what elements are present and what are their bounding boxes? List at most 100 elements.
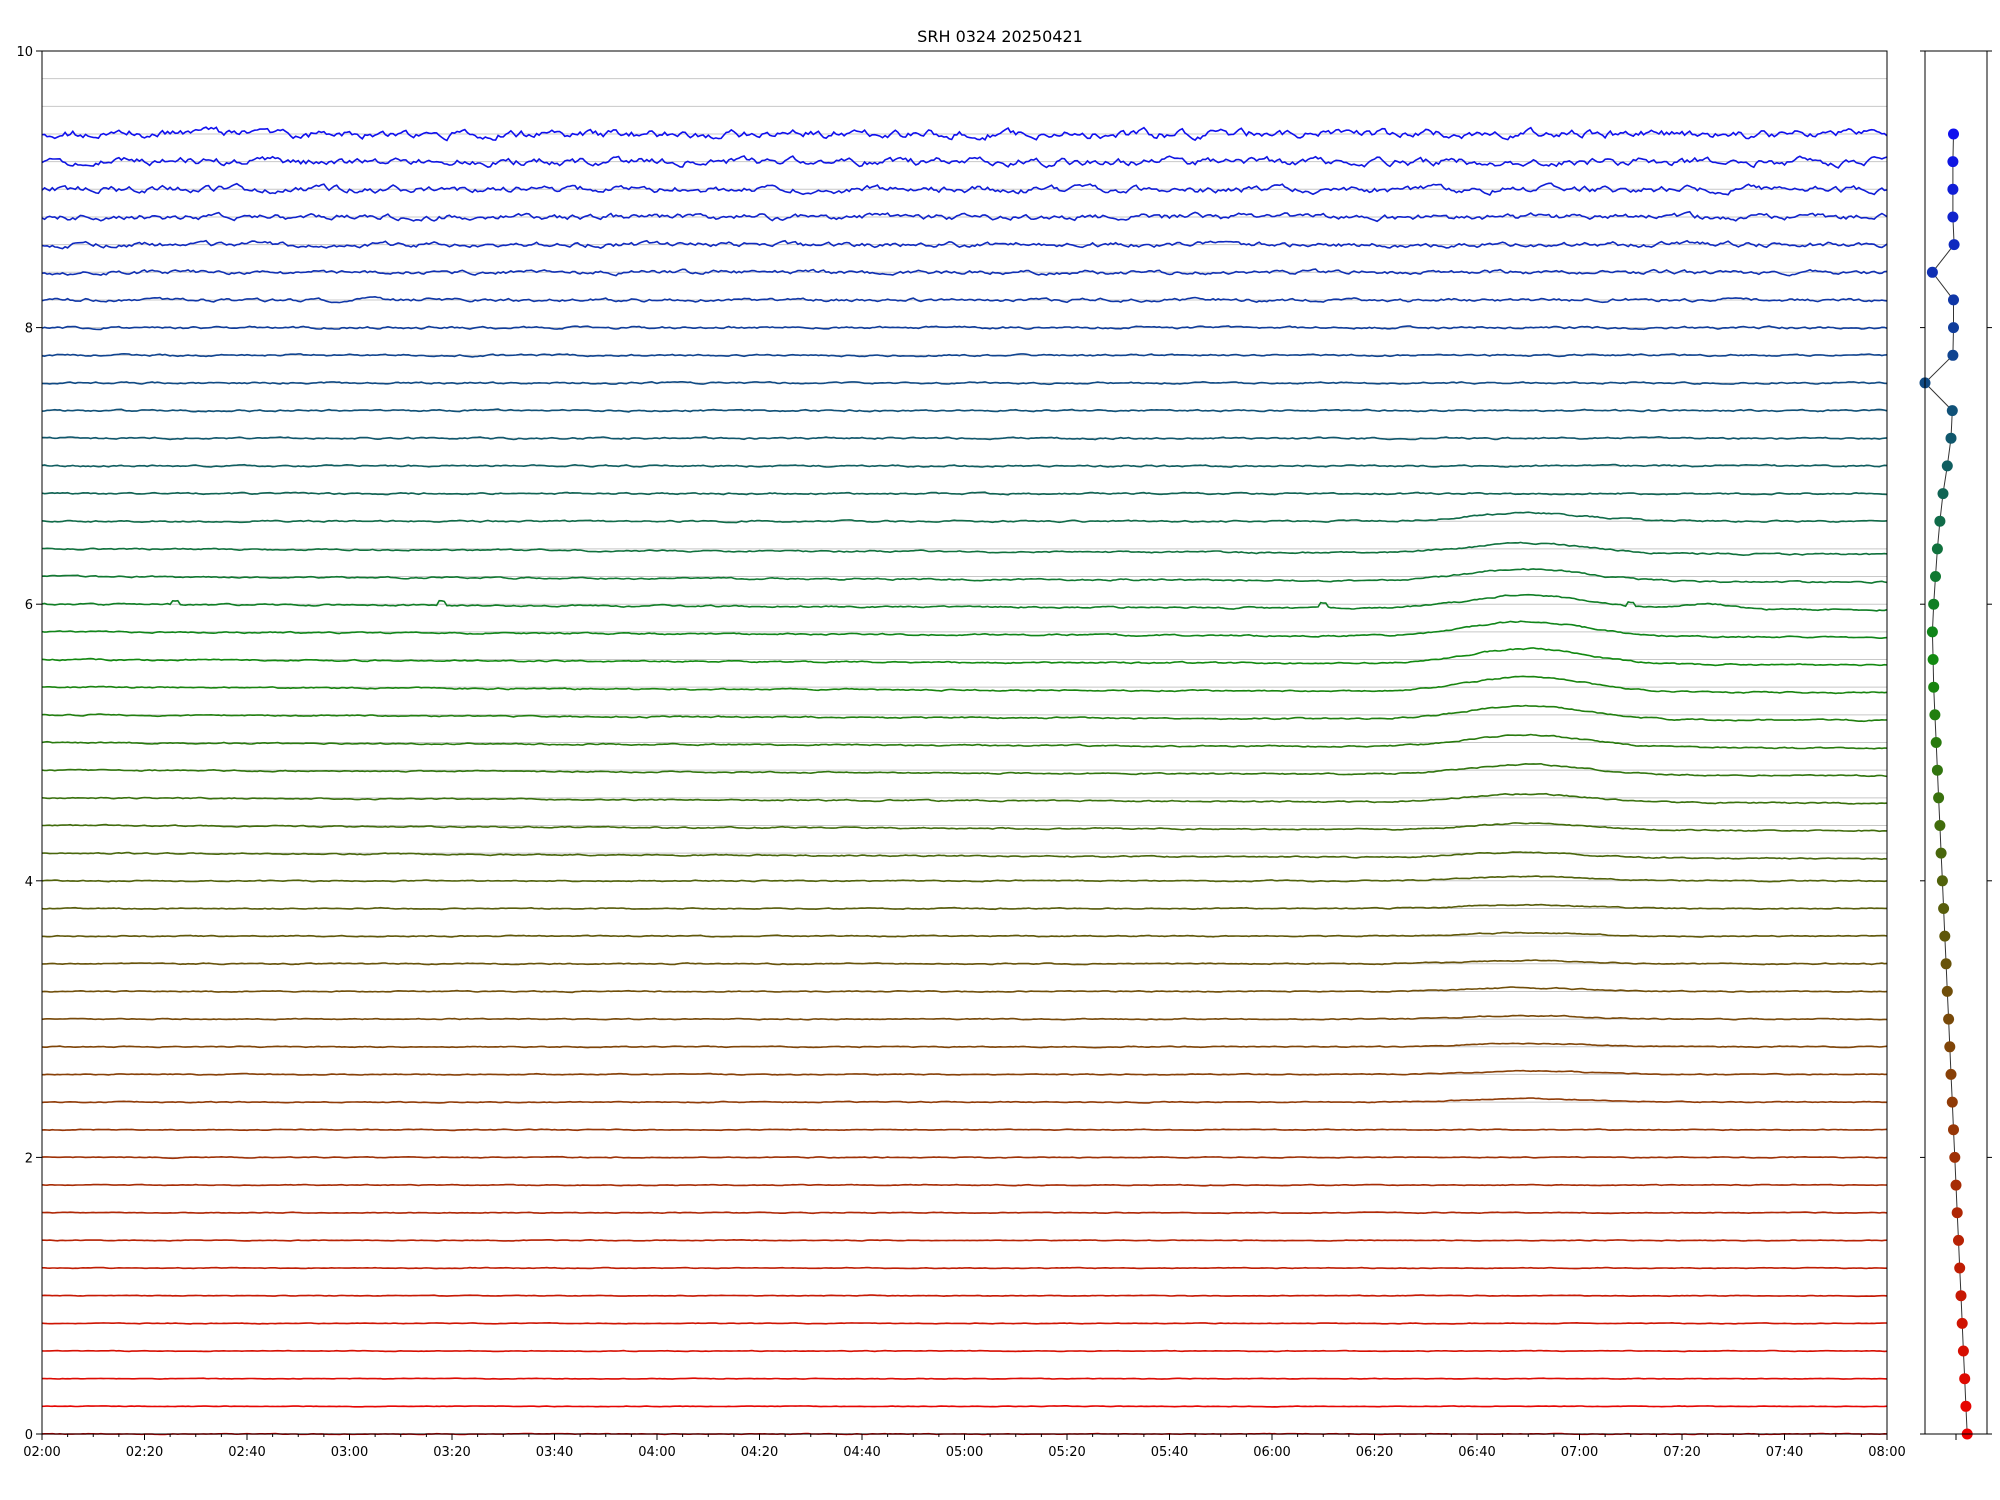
side-point xyxy=(1947,183,1959,195)
x-tick-label: 02:40 xyxy=(228,1445,265,1460)
side-point xyxy=(1934,820,1946,831)
trace-line xyxy=(41,1349,1888,1353)
side-point xyxy=(1929,709,1941,721)
trace-line xyxy=(42,675,1888,695)
side-point xyxy=(1947,156,1959,168)
x-tick-label: 05:00 xyxy=(946,1445,983,1460)
side-point xyxy=(1954,1262,1966,1274)
side-point xyxy=(1947,349,1959,361)
trace-line xyxy=(41,511,1888,524)
side-point xyxy=(1945,432,1957,444)
side-point xyxy=(1960,1400,1972,1412)
trace-line xyxy=(42,822,1888,833)
y-tick-label: 10 xyxy=(16,45,33,60)
side-point xyxy=(1956,1317,1968,1329)
side-chart xyxy=(1919,50,1992,1440)
trace-line xyxy=(42,1069,1888,1076)
side-point xyxy=(1928,681,1940,693)
side-point xyxy=(1949,1151,1961,1163)
side-point xyxy=(1948,322,1959,334)
trace-line xyxy=(41,1042,1888,1049)
side-point xyxy=(1940,958,1952,970)
side-point xyxy=(1957,1345,1969,1357)
side-point xyxy=(1931,764,1943,776)
trace-line xyxy=(41,959,1888,966)
trace-line xyxy=(41,325,1888,331)
trace-line xyxy=(41,1294,1888,1298)
trace-line xyxy=(42,1238,1888,1242)
side-point xyxy=(1944,1041,1956,1053)
x-tick-label: 07:00 xyxy=(1561,1445,1598,1460)
trace-line xyxy=(41,268,1888,277)
side-point xyxy=(1951,1207,1963,1219)
side-point xyxy=(1943,1013,1955,1025)
trace-line xyxy=(41,1321,1887,1325)
side-point xyxy=(1937,488,1949,500)
side-point xyxy=(1926,266,1938,278)
main-chart: SRH 0324 20250421 02:00 02:20 02:40 03:00 03… xyxy=(16,27,1905,1460)
side-point xyxy=(1941,460,1953,472)
side-point xyxy=(1928,598,1940,610)
side-point xyxy=(1950,1179,1962,1191)
x-tick-label: 03:40 xyxy=(536,1445,573,1460)
side-profile xyxy=(1919,128,1973,1440)
x-tick-label: 06:20 xyxy=(1356,1445,1393,1460)
x-tick-label: 03:00 xyxy=(331,1445,368,1460)
trace-series xyxy=(41,126,1888,1436)
trace-line xyxy=(41,1211,1888,1215)
x-tick-label: 06:40 xyxy=(1458,1445,1495,1460)
trace-line xyxy=(41,380,1888,386)
side-point xyxy=(1936,875,1948,887)
x-tick-label: 06:00 xyxy=(1253,1445,1290,1460)
trace-line xyxy=(41,733,1888,750)
trace-line xyxy=(41,1014,1888,1021)
side-point xyxy=(1959,1373,1971,1385)
side-point xyxy=(1948,128,1959,140)
trace-line xyxy=(41,408,1888,413)
y-tick-label: 8 xyxy=(25,322,33,337)
trace-line xyxy=(41,593,1888,612)
side-point xyxy=(1946,1096,1958,1108)
trace-line xyxy=(41,567,1888,584)
side-point xyxy=(1948,1124,1959,1136)
trace-line xyxy=(41,762,1888,778)
y-tick-label: 6 xyxy=(25,598,33,613)
side-point xyxy=(1934,515,1946,527)
side-point xyxy=(1939,930,1951,942)
side-point xyxy=(1946,405,1958,417)
trace-line xyxy=(41,1128,1888,1132)
x-tick-label: 04:40 xyxy=(843,1445,880,1460)
trace-line xyxy=(41,155,1888,169)
trace-line xyxy=(42,1377,1888,1380)
x-tick-label: 04:20 xyxy=(741,1445,778,1460)
trace-line xyxy=(41,931,1888,938)
trace-line xyxy=(41,239,1888,250)
trace-line xyxy=(41,1183,1888,1187)
trace-line xyxy=(41,620,1888,640)
chart-title: SRH 0324 20250421 xyxy=(917,27,1083,46)
trace-line xyxy=(41,986,1888,994)
side-point xyxy=(1948,294,1959,306)
trace-line xyxy=(41,295,1888,304)
x-axis: 02:00 02:20 02:40 03:00 03:20 03:40 04:00 04:20… xyxy=(23,1434,1906,1460)
trace-line xyxy=(41,210,1888,223)
trace-line xyxy=(41,1097,1888,1104)
trace-line xyxy=(41,792,1888,805)
trace-line xyxy=(41,463,1888,468)
y-tick-label: 4 xyxy=(25,875,33,890)
x-tick-label: 04:00 xyxy=(638,1445,675,1460)
trace-line xyxy=(41,182,1888,197)
side-point xyxy=(1926,626,1938,638)
x-tick-label: 08:00 xyxy=(1868,1445,1905,1460)
side-point xyxy=(1933,792,1945,804)
side-point xyxy=(1935,847,1947,859)
trace-line xyxy=(41,1405,1888,1408)
y-tick-label: 2 xyxy=(25,1151,33,1166)
y-axis: 0 2 4 6 8 10 xyxy=(16,45,42,1443)
trace-line xyxy=(41,851,1888,861)
trace-line xyxy=(42,1266,1887,1270)
x-tick-label: 07:20 xyxy=(1663,1445,1700,1460)
side-point xyxy=(1930,571,1941,582)
trace-line xyxy=(41,435,1888,441)
